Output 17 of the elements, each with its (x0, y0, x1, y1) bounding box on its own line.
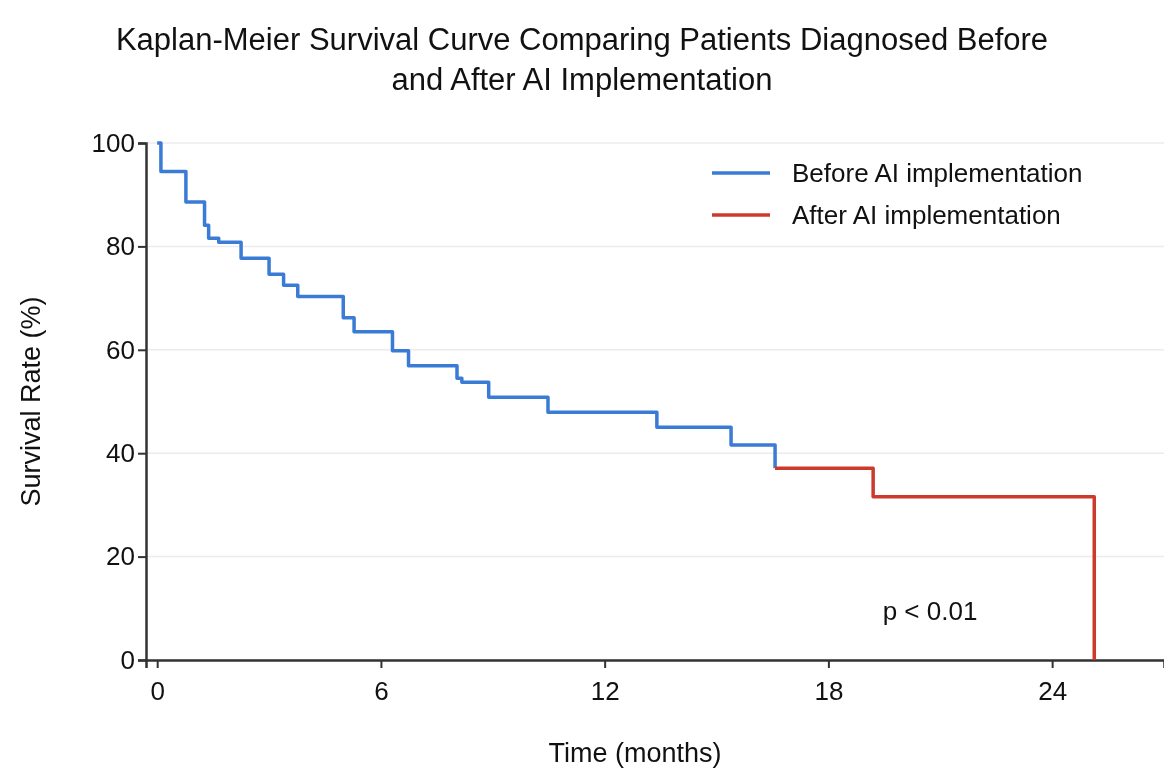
x-tick-label: 18 (814, 675, 844, 706)
y-tick-label: 40 (106, 438, 135, 469)
y-tick-label: 20 (106, 541, 135, 572)
x-tick-label: 24 (1038, 675, 1068, 706)
x-tick-label: 0 (150, 675, 165, 706)
x-tick-label: 12 (590, 675, 620, 706)
chart-title: Kaplan-Meier Survival Curve Comparing Patients Diagnosed Before and After AI Implementation (115, 22, 1049, 97)
y-tick-label: 0 (120, 644, 135, 675)
y-tick-label: 80 (106, 231, 135, 262)
annotation: p < 0.01 (882, 596, 978, 626)
y-axis-title: Survival Rate (%) (16, 296, 46, 507)
legend-label: After AI implementation (792, 200, 1061, 230)
x-tick-label: 6 (374, 675, 389, 706)
x-axis-title: Time (months) (548, 738, 722, 768)
y-tick-label: 60 (106, 334, 135, 365)
legend-label: Before AI implementation (792, 158, 1083, 188)
y-tick-label: 100 (91, 127, 135, 158)
